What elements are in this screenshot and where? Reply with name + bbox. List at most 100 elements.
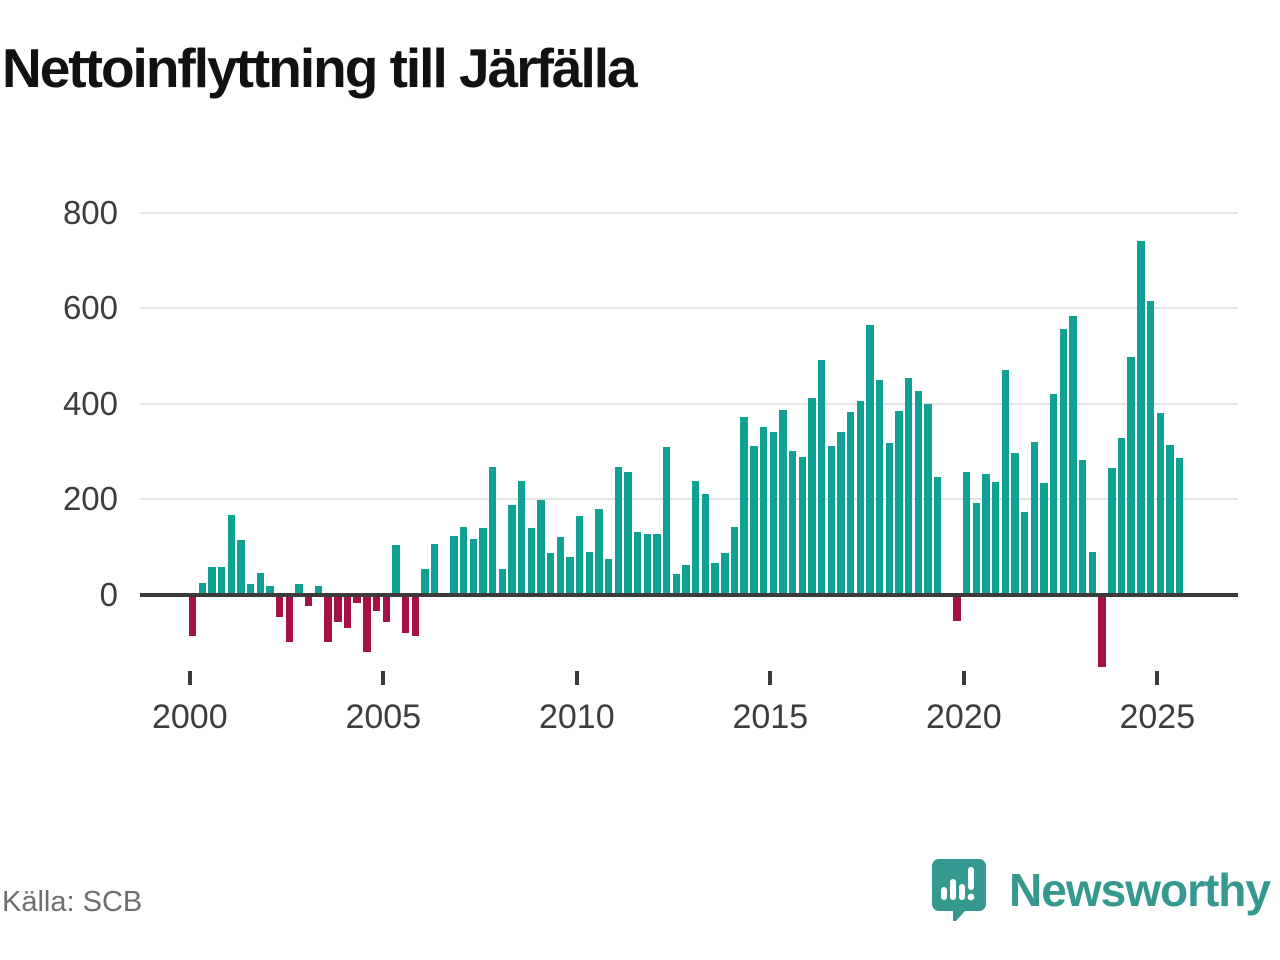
bar-2012Q4 [682, 565, 690, 595]
x-axis-label-2005: 2005 [345, 698, 422, 736]
bar-2024Q4 [1146, 301, 1155, 595]
bar-2012Q1 [653, 533, 661, 595]
bar-2020Q3 [982, 474, 990, 595]
bar-2012Q3 [672, 573, 681, 595]
bar-2007Q2 [469, 539, 477, 595]
bar-2023Q1 [1079, 459, 1087, 595]
bar-2015Q4 [798, 457, 806, 595]
bar-2013Q4 [721, 552, 729, 595]
y-axis-label-400: 400 [62, 384, 118, 422]
bar-2013Q1 [692, 480, 700, 595]
gridline-800 [140, 211, 1238, 214]
bar-2017Q1 [846, 412, 855, 595]
gridline-200 [140, 498, 1238, 501]
bar-2016Q4 [837, 432, 845, 595]
bar-2006Q4 [450, 535, 458, 595]
bar-2022Q2 [1050, 393, 1058, 595]
bar-2019Q1 [924, 403, 932, 595]
bar-2015Q2 [779, 410, 787, 595]
bar-2022Q4 [1069, 315, 1077, 595]
bar-2021Q2 [1011, 452, 1019, 595]
bar-2007Q3 [479, 528, 487, 595]
bar-2023Q3 [1098, 595, 1106, 667]
bar-2002Q3 [285, 595, 294, 642]
bar-2005Q1 [382, 595, 390, 623]
newsworthy-speech-bubble-chart-icon [932, 859, 987, 921]
x-axis-label-2000: 2000 [151, 698, 228, 736]
bar-2015Q1 [769, 431, 777, 595]
x-tick-2025 [1155, 671, 1160, 685]
x-axis-label-2025: 2025 [1119, 698, 1196, 736]
bar-2018Q1 [885, 442, 893, 595]
bar-2010Q1 [576, 515, 584, 595]
bar-2003Q2 [314, 586, 323, 595]
bar-2004Q2 [353, 595, 361, 604]
bar-2023Q2 [1088, 551, 1097, 595]
brand-name: Newsworthy [1009, 864, 1271, 916]
bar-2011Q4 [643, 533, 652, 595]
bar-2020Q1 [963, 472, 971, 595]
bar-2009Q4 [566, 556, 574, 595]
x-axis-label-2010: 2010 [538, 698, 615, 736]
bar-2018Q3 [904, 377, 913, 595]
gridline-600 [140, 307, 1238, 310]
bar-2008Q2 [508, 504, 516, 595]
bar-2016Q2 [817, 360, 826, 595]
y-axis-label-0: 0 [99, 576, 118, 613]
bar-2018Q4 [914, 390, 923, 595]
bar-2025Q1 [1156, 413, 1164, 595]
bar-2024Q2 [1127, 356, 1135, 595]
bar-2002Q1 [266, 586, 274, 595]
bar-2007Q1 [459, 526, 468, 595]
x-tick-2000 [187, 671, 192, 685]
bar-2005Q2 [392, 544, 400, 595]
bar-2017Q3 [866, 324, 874, 595]
x-tick-2010 [574, 671, 579, 685]
bar-2019Q2 [933, 476, 942, 595]
x-tick-2015 [768, 671, 773, 685]
y-axis-label-600: 600 [62, 289, 118, 327]
x-axis-label-2020: 2020 [925, 698, 1002, 736]
bar-2008Q1 [498, 568, 506, 595]
bar-2011Q3 [634, 532, 642, 595]
bar-2015Q3 [788, 450, 797, 595]
bar-2003Q3 [324, 595, 332, 643]
brand-lockup: Newsworthy [931, 858, 1271, 922]
x-tick-2005 [381, 671, 386, 685]
bar-2000Q1 [189, 595, 197, 636]
bar-2004Q3 [363, 595, 371, 653]
bar-2005Q4 [411, 595, 419, 637]
bar-2002Q2 [276, 595, 284, 617]
bar-2017Q2 [856, 401, 864, 595]
bar-2004Q1 [343, 595, 352, 629]
bar-2020Q2 [972, 502, 981, 595]
bar-2010Q3 [595, 508, 603, 595]
bar-2000Q4 [218, 567, 226, 595]
bar-2014Q3 [750, 445, 758, 595]
bar-2014Q4 [759, 426, 768, 595]
bar-2001Q1 [227, 514, 236, 595]
bar-2012Q2 [663, 446, 671, 595]
bar-2018Q2 [895, 411, 903, 595]
bar-2001Q2 [237, 540, 245, 595]
y-axis-label-200: 200 [62, 480, 118, 518]
bar-2022Q3 [1059, 329, 1068, 595]
bar-2008Q3 [517, 481, 526, 595]
bar-2024Q3 [1137, 240, 1145, 595]
bar-2023Q4 [1108, 468, 1116, 595]
source-note: Källa: SCB [2, 886, 143, 918]
bar-2000Q3 [208, 567, 216, 595]
bar-2011Q1 [614, 466, 623, 595]
bar-2005Q3 [401, 595, 410, 633]
bar-2016Q3 [827, 445, 835, 595]
bar-2007Q4 [488, 466, 497, 595]
bar-2003Q4 [334, 595, 342, 623]
bar-2001Q4 [256, 573, 265, 595]
bar-2004Q4 [372, 595, 381, 611]
x-axis-label-2015: 2015 [732, 698, 809, 736]
bar-2021Q3 [1021, 511, 1029, 595]
bar-2006Q2 [430, 544, 439, 595]
gridline-400 [140, 402, 1238, 405]
bar-2000Q2 [198, 583, 207, 595]
